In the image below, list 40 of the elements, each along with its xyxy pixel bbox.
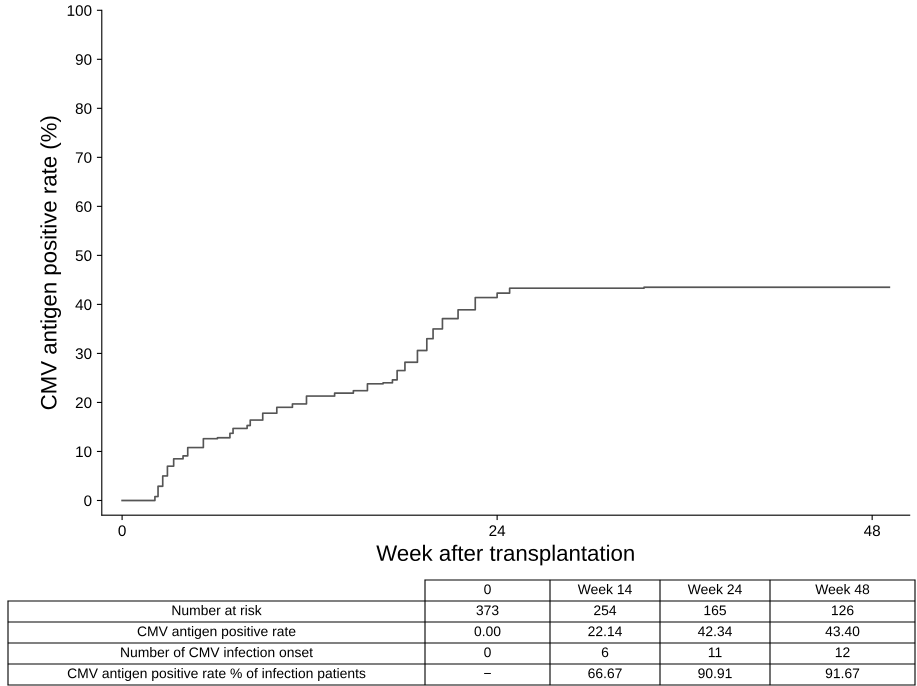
text: Number of CMV infection onset [121, 647, 313, 658]
y-tick-label: 0 [84, 495, 92, 506]
text: CMV antigen positive rate % of infection patients [68, 668, 366, 681]
text: 373 [476, 605, 498, 616]
x-tick-label: 24 [489, 525, 506, 536]
y-axis-title: CMV antigen positive rate (%) [40, 116, 62, 410]
text: Number at risk [172, 605, 262, 616]
text: 91.67 [826, 668, 860, 678]
text: Week 48 [815, 584, 870, 594]
text: 0 [484, 647, 491, 658]
text: 66.67 [588, 668, 622, 678]
text: 12 [836, 647, 850, 658]
y-tick-label: 40 [75, 299, 92, 310]
y-tick-label: 70 [76, 152, 92, 164]
text: − [484, 672, 491, 674]
text: 42.34 [698, 626, 732, 636]
x-axis-title: Week after transplantation [376, 544, 634, 566]
text: CMV antigen positive rate [138, 626, 296, 639]
x-tick-label: 0 [118, 525, 126, 536]
text: 11 [708, 648, 722, 658]
y-tick-label: 30 [76, 348, 92, 360]
y-tick-label: 90 [76, 54, 92, 65]
text: Week 14 [578, 584, 632, 594]
text: 254 [594, 605, 616, 616]
text: 90.91 [698, 668, 732, 678]
y-tick-label: 10 [76, 446, 92, 458]
text: 0.00 [474, 626, 500, 636]
y-tick-label: 60 [76, 201, 92, 212]
text: 43.40 [825, 626, 860, 636]
y-tick-label: 80 [76, 103, 92, 114]
text: 22.14 [588, 626, 622, 636]
y-tick-label: 20 [76, 397, 92, 408]
text: Week 24 [688, 584, 742, 594]
text: 6 [602, 647, 608, 658]
text: 165 [704, 605, 726, 616]
y-tick-label: 50 [76, 250, 92, 262]
text: 126 [832, 605, 854, 616]
y-tick-label: 100 [68, 5, 92, 16]
text: 0 [484, 584, 491, 594]
x-tick-label: 48 [864, 525, 880, 536]
